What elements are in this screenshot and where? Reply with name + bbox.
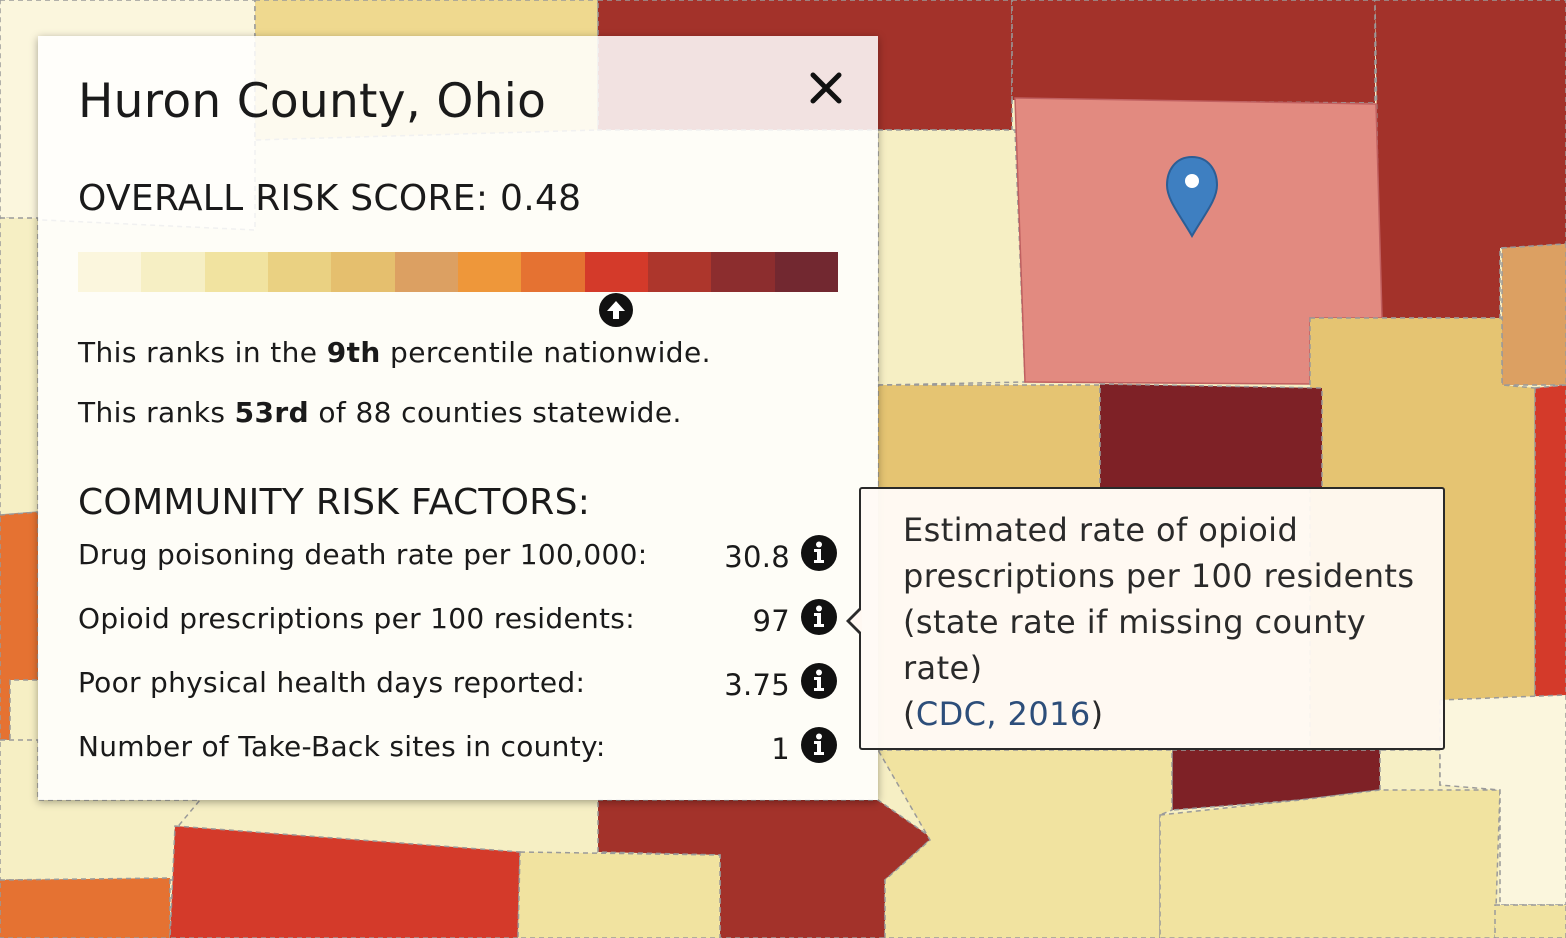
factor-value: 1 — [771, 732, 790, 766]
tooltip-description: Estimated rate of opioid prescriptions p… — [903, 511, 1415, 687]
map-pin-icon[interactable] — [1165, 155, 1219, 239]
factor-value: 30.8 — [724, 540, 790, 574]
scale-swatch — [521, 252, 585, 292]
info-icon[interactable] — [800, 662, 838, 700]
factor-value: 3.75 — [724, 668, 790, 702]
county-region[interactable] — [1159, 789, 1501, 938]
factor-label: Number of Take-Back sites in county: — [78, 730, 606, 763]
info-icon[interactable] — [800, 534, 838, 572]
scale-swatch — [78, 252, 142, 292]
county-region[interactable] — [1439, 694, 1566, 906]
county-region[interactable] — [1374, 0, 1566, 319]
close-icon[interactable] — [808, 70, 844, 106]
arrow-up-circle-icon — [599, 293, 633, 327]
county-info-panel: Huron County, Ohio OVERALL RISK SCORE: 0… — [38, 36, 878, 800]
scale-swatch — [584, 252, 648, 292]
county-region[interactable] — [0, 877, 171, 938]
tooltip-close-paren: ) — [1090, 695, 1104, 733]
tooltip-text: Estimated rate of opioid prescriptions p… — [903, 507, 1423, 737]
risk-color-scale — [78, 252, 838, 292]
scale-swatch — [331, 252, 395, 292]
score-marker — [598, 292, 634, 328]
risk-factors-heading: COMMUNITY RISK FACTORS: — [78, 482, 591, 523]
info-icon[interactable] — [800, 598, 838, 636]
overall-risk-score: OVERALL RISK SCORE: 0.48 — [78, 178, 582, 219]
county-region[interactable] — [597, 799, 934, 938]
tooltip-open-paren: ( — [903, 695, 916, 733]
state-rank-suffix: of 88 counties statewide. — [309, 396, 682, 429]
state-rank-prefix: This ranks — [78, 396, 235, 429]
tooltip-source-link[interactable]: CDC, 2016 — [915, 695, 1091, 733]
national-rank-value: 9th — [326, 336, 381, 369]
county-region[interactable] — [1501, 243, 1566, 386]
county-region[interactable] — [1099, 383, 1323, 489]
close-button[interactable] — [808, 70, 844, 106]
scale-swatch — [204, 252, 268, 292]
national-rank-suffix: percentile nationwide. — [380, 336, 711, 369]
scale-swatch — [394, 252, 458, 292]
scale-swatch — [774, 252, 838, 292]
scale-swatch — [647, 252, 712, 292]
county-title: Huron County, Ohio — [78, 74, 547, 129]
scale-swatch — [711, 252, 775, 292]
info-icon[interactable] — [800, 726, 838, 764]
county-region[interactable] — [0, 217, 39, 516]
county-region[interactable] — [1494, 904, 1566, 938]
factor-label: Poor physical health days reported: — [78, 666, 586, 699]
state-rank-value: 53rd — [234, 396, 310, 429]
county-region[interactable] — [877, 384, 1101, 489]
factor-value: 97 — [752, 604, 790, 638]
factor-row-drug-poisoning: Drug poisoning death rate per 100,000: 3… — [78, 535, 838, 582]
county-region[interactable] — [877, 129, 1026, 386]
scale-swatch — [457, 252, 522, 292]
factor-label: Drug poisoning death rate per 100,000: — [78, 538, 648, 571]
factor-row-poor-health-days: Poor physical health days reported: 3.75 — [78, 663, 838, 710]
factor-row-take-back-sites: Number of Take-Back sites in county: 1 — [78, 727, 838, 774]
county-region[interactable] — [517, 851, 721, 938]
county-region[interactable] — [0, 511, 39, 741]
county-region[interactable] — [1011, 0, 1376, 104]
county-region[interactable] — [876, 749, 1173, 938]
factor-label: Opioid prescriptions per 100 residents: — [78, 602, 635, 635]
national-rank-prefix: This ranks in the — [78, 336, 327, 369]
scale-swatch — [267, 252, 332, 292]
scale-swatch — [141, 252, 205, 292]
county-region[interactable] — [1534, 384, 1566, 701]
state-rank-text: This ranks 53rd of 88 counties statewide… — [78, 396, 682, 429]
county-region[interactable] — [169, 825, 521, 938]
info-tooltip: Estimated rate of opioid prescriptions p… — [846, 487, 1445, 750]
tooltip-arrow-inner — [850, 609, 862, 633]
factor-row-opioid-prescriptions: Opioid prescriptions per 100 residents: … — [78, 599, 838, 646]
national-rank-text: This ranks in the 9th percentile nationw… — [78, 336, 711, 369]
